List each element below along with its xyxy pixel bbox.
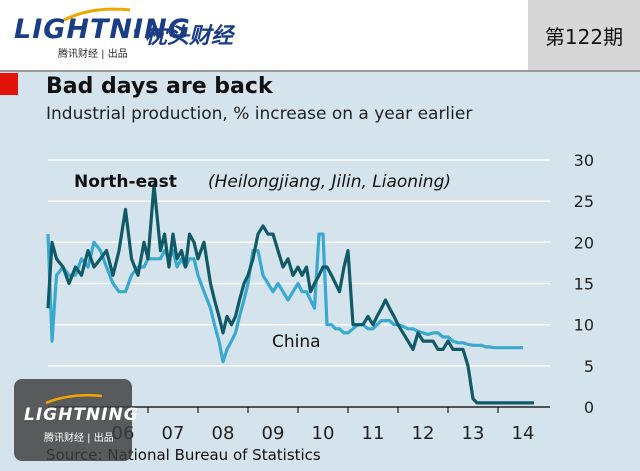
x-tick-label: 11 <box>362 423 385 444</box>
series-lines <box>46 183 534 405</box>
y-tick-labels: 0 5 10 15 20 25 30 <box>574 151 594 417</box>
annotation-china: China <box>272 332 321 352</box>
x-tick-label: 07 <box>162 423 185 444</box>
economist-red-tab <box>0 73 18 95</box>
chart-subtitle: Industrial production, % increase on a y… <box>46 104 473 124</box>
header-banner: LIGHTNING · 枕头财经 腾讯财经 | 出品 第122期 <box>0 0 640 72</box>
series-line-north-east <box>46 183 534 405</box>
watermark-text: LIGHTNING <box>24 405 139 425</box>
y-tick-label: 30 <box>574 151 594 170</box>
y-tick-label: 20 <box>574 233 594 252</box>
watermark-logo: LIGHTNING 腾讯财经 | 出品 <box>14 379 138 461</box>
y-tick-label: 5 <box>584 357 594 376</box>
y-tick-label: 0 <box>584 398 594 417</box>
x-tick-label: 13 <box>462 423 485 444</box>
x-tick-label: 08 <box>212 423 235 444</box>
brand-name: 枕头财经 <box>145 24 234 49</box>
annotation-northeast-detail: (Heilongjiang, Jilin, Liaoning) <box>208 172 451 192</box>
watermark-subtitle: 腾讯财经 | 出品 <box>44 433 114 444</box>
y-tick-label: 25 <box>574 192 594 211</box>
x-tick-label: 12 <box>412 423 435 444</box>
watermark-swoosh-icon <box>45 394 103 405</box>
annotation-northeast: North-east <box>74 172 177 192</box>
chart-title: Bad days are back <box>46 74 273 99</box>
x-tick-label: 14 <box>512 423 535 444</box>
issue-number: 第122期 <box>528 0 640 70</box>
lightning-swoosh-icon <box>63 7 131 22</box>
y-tick-label: 15 <box>574 275 594 294</box>
y-tick-label: 10 <box>574 316 594 335</box>
x-tick-label: 10 <box>312 423 335 444</box>
brand-separator: · <box>132 20 141 45</box>
brand-logo: LIGHTNING <box>14 14 191 45</box>
x-tick-labels: 060708091011121314 <box>97 407 535 444</box>
series-line-china <box>46 232 523 364</box>
x-tick-label: 09 <box>262 423 285 444</box>
brand-subtitle: 腾讯财经 | 出品 <box>58 49 128 60</box>
